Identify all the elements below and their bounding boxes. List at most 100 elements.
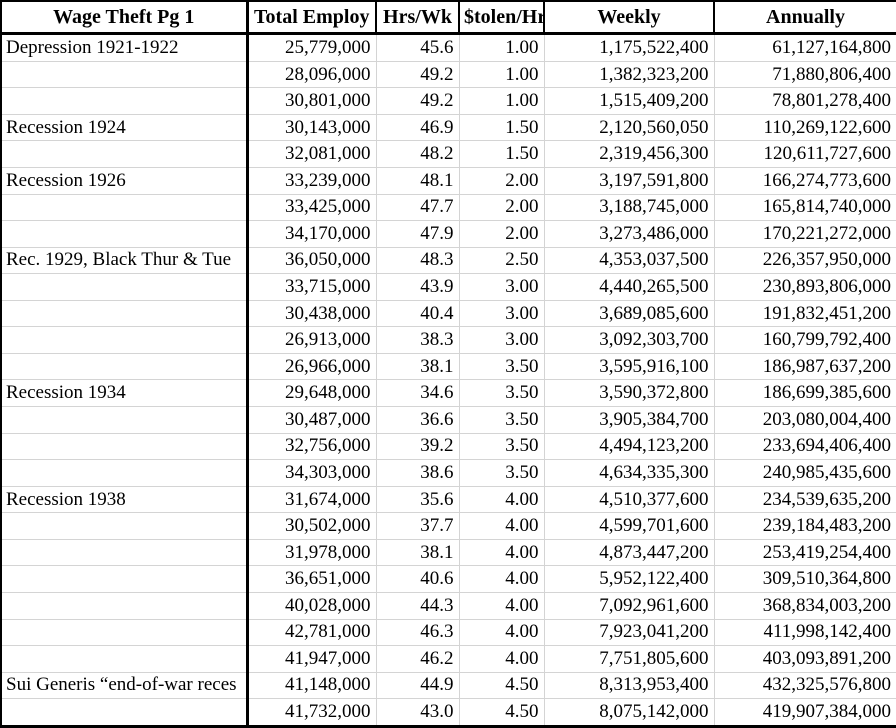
table-row: 41,947,000 46.2 4.00 7,751,805,600 403,0… <box>0 645 896 673</box>
cell-total-employ: 30,801,000 <box>246 87 377 115</box>
cell-total-employ: 31,674,000 <box>246 485 377 514</box>
table-row: Recession 1934 29,648,000 34.6 3.50 3,59… <box>0 379 896 408</box>
column-header-hrs-wk: Hrs/Wk <box>375 0 460 35</box>
cell-stolen-hr: 4.50 <box>458 698 545 728</box>
cell-period-label <box>0 87 249 115</box>
cell-hrs-wk: 48.1 <box>375 166 460 195</box>
table-row: Depression 1921-1922 25,779,000 45.6 1.0… <box>0 33 896 62</box>
cell-stolen-hr: 1.00 <box>458 87 545 115</box>
cell-weekly: 8,313,953,400 <box>543 671 715 700</box>
cell-period-label <box>0 698 249 728</box>
table-row: 40,028,000 44.3 4.00 7,092,961,600 368,8… <box>0 591 896 620</box>
table-row: 36,651,000 40.6 4.00 5,952,122,400 309,5… <box>0 565 896 593</box>
cell-weekly: 1,175,522,400 <box>543 33 715 62</box>
cell-hrs-wk: 49.2 <box>375 87 460 115</box>
cell-weekly: 4,510,377,600 <box>543 485 715 514</box>
cell-annually: 230,893,806,000 <box>713 273 896 301</box>
cell-weekly: 3,595,916,100 <box>543 352 715 381</box>
table-row: 32,756,000 39.2 3.50 4,494,123,200 233,6… <box>0 432 896 461</box>
cell-total-employ: 31,978,000 <box>246 538 377 567</box>
cell-stolen-hr: 1.50 <box>458 140 545 168</box>
cell-stolen-hr: 2.50 <box>458 246 545 275</box>
cell-total-employ: 32,081,000 <box>246 140 377 168</box>
cell-period-label <box>0 459 249 487</box>
cell-annually: 160,799,792,400 <box>713 326 896 354</box>
table-row: Recession 1924 30,143,000 46.9 1.50 2,12… <box>0 113 896 142</box>
cell-stolen-hr: 4.00 <box>458 565 545 593</box>
cell-stolen-hr: 3.50 <box>458 379 545 408</box>
table-row: 30,502,000 37.7 4.00 4,599,701,600 239,1… <box>0 512 896 540</box>
cell-weekly: 2,319,456,300 <box>543 140 715 168</box>
table-row: Recession 1938 31,674,000 35.6 4.00 4,51… <box>0 485 896 514</box>
cell-annually: 419,907,384,000 <box>713 698 896 728</box>
column-header-weekly: Weekly <box>543 0 715 35</box>
cell-total-employ: 41,148,000 <box>246 671 377 700</box>
table-row: 26,913,000 38.3 3.00 3,092,303,700 160,7… <box>0 326 896 354</box>
cell-annually: 110,269,122,600 <box>713 113 896 142</box>
cell-total-employ: 28,096,000 <box>246 60 377 89</box>
cell-weekly: 3,905,384,700 <box>543 406 715 434</box>
table-row: 30,438,000 40.4 3.00 3,689,085,600 191,8… <box>0 299 896 328</box>
cell-hrs-wk: 40.4 <box>375 299 460 328</box>
cell-hrs-wk: 46.3 <box>375 618 460 647</box>
cell-period-label <box>0 538 249 567</box>
cell-period-label <box>0 273 249 301</box>
cell-weekly: 4,440,265,500 <box>543 273 715 301</box>
cell-hrs-wk: 43.0 <box>375 698 460 728</box>
cell-stolen-hr: 1.50 <box>458 113 545 142</box>
cell-annually: 411,998,142,400 <box>713 618 896 647</box>
cell-period-label <box>0 140 249 168</box>
cell-weekly: 3,197,591,800 <box>543 166 715 195</box>
table-row: 31,978,000 38.1 4.00 4,873,447,200 253,4… <box>0 538 896 567</box>
cell-weekly: 3,092,303,700 <box>543 326 715 354</box>
table-row: 42,781,000 46.3 4.00 7,923,041,200 411,9… <box>0 618 896 647</box>
cell-period-label <box>0 220 249 248</box>
cell-period-label: Recession 1924 <box>0 113 249 142</box>
cell-period-label <box>0 432 249 461</box>
cell-annually: 186,987,637,200 <box>713 352 896 381</box>
cell-weekly: 2,120,560,050 <box>543 113 715 142</box>
table-row: 28,096,000 49.2 1.00 1,382,323,200 71,88… <box>0 60 896 89</box>
cell-weekly: 4,599,701,600 <box>543 512 715 540</box>
cell-total-employ: 36,651,000 <box>246 565 377 593</box>
cell-hrs-wk: 38.1 <box>375 538 460 567</box>
cell-annually: 203,080,004,400 <box>713 406 896 434</box>
table-row: 34,170,000 47.9 2.00 3,273,486,000 170,2… <box>0 220 896 248</box>
cell-stolen-hr: 1.00 <box>458 33 545 62</box>
column-header-title: Wage Theft Pg 1 <box>0 0 249 35</box>
cell-period-label <box>0 193 249 222</box>
cell-period-label: Recession 1934 <box>0 379 249 408</box>
cell-annually: 234,539,635,200 <box>713 485 896 514</box>
cell-total-employ: 30,502,000 <box>246 512 377 540</box>
cell-period-label <box>0 326 249 354</box>
cell-period-label <box>0 352 249 381</box>
cell-total-employ: 34,303,000 <box>246 459 377 487</box>
cell-total-employ: 33,425,000 <box>246 193 377 222</box>
cell-stolen-hr: 3.00 <box>458 299 545 328</box>
table-row: 33,715,000 43.9 3.00 4,440,265,500 230,8… <box>0 273 896 301</box>
cell-hrs-wk: 39.2 <box>375 432 460 461</box>
cell-stolen-hr: 3.00 <box>458 273 545 301</box>
cell-stolen-hr: 3.50 <box>458 459 545 487</box>
table-body: Depression 1921-1922 25,779,000 45.6 1.0… <box>0 33 896 728</box>
cell-period-label <box>0 512 249 540</box>
cell-total-employ: 36,050,000 <box>246 246 377 275</box>
cell-annually: 240,985,435,600 <box>713 459 896 487</box>
cell-annually: 403,093,891,200 <box>713 645 896 673</box>
cell-period-label <box>0 565 249 593</box>
cell-period-label: Rec. 1929, Black Thur & Tue <box>0 246 249 275</box>
cell-hrs-wk: 47.9 <box>375 220 460 248</box>
cell-stolen-hr: 4.00 <box>458 591 545 620</box>
cell-hrs-wk: 38.1 <box>375 352 460 381</box>
cell-hrs-wk: 38.3 <box>375 326 460 354</box>
cell-annually: 61,127,164,800 <box>713 33 896 62</box>
cell-weekly: 7,092,961,600 <box>543 591 715 620</box>
cell-total-employ: 29,648,000 <box>246 379 377 408</box>
cell-total-employ: 42,781,000 <box>246 618 377 647</box>
cell-hrs-wk: 43.9 <box>375 273 460 301</box>
cell-stolen-hr: 4.00 <box>458 645 545 673</box>
table-row: Rec. 1929, Black Thur & Tue 36,050,000 4… <box>0 246 896 275</box>
cell-stolen-hr: 4.00 <box>458 618 545 647</box>
cell-period-label: Sui Generis “end-of-war reces <box>0 671 249 700</box>
cell-annually: 120,611,727,600 <box>713 140 896 168</box>
